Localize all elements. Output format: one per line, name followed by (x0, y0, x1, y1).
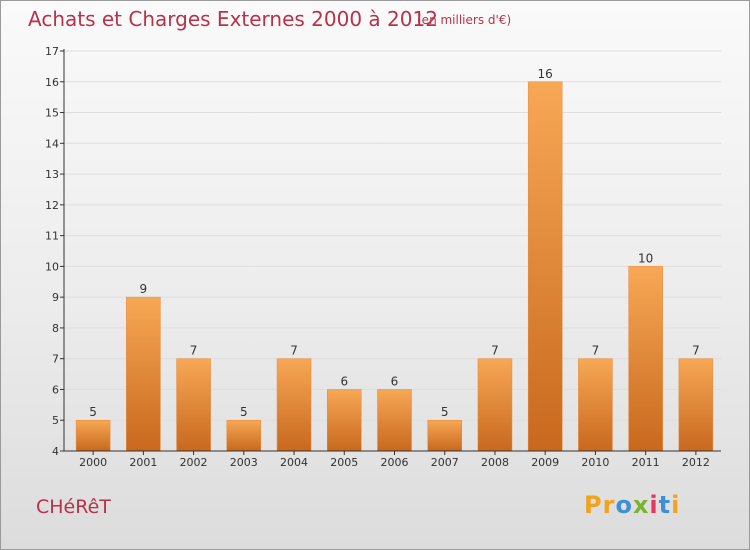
bar-value-label: 7 (290, 344, 298, 358)
y-tick-label: 7 (52, 353, 59, 366)
bar-value-label: 5 (240, 405, 248, 419)
y-tick-label: 8 (52, 322, 59, 335)
x-tick-label: 2001 (129, 456, 157, 469)
place-name: CHéRêT (36, 496, 111, 518)
bar (578, 358, 613, 452)
bar-value-label: 6 (340, 374, 348, 388)
brand-letter: x (632, 491, 650, 519)
x-tick-label: 2003 (230, 456, 258, 469)
bar (628, 266, 663, 452)
bar (377, 389, 412, 452)
x-tick-label: 2005 (330, 456, 358, 469)
bar-value-label: 7 (592, 344, 600, 358)
bar-value-label: 16 (538, 67, 553, 81)
brand-logo[interactable]: Proxiti (584, 491, 680, 519)
chart-title: Achats et Charges Externes 2000 à 2012 (28, 7, 438, 31)
x-tick-label: 2012 (682, 456, 710, 469)
y-tick-label: 13 (45, 168, 59, 181)
y-tick-label: 10 (45, 260, 59, 273)
y-tick-label: 5 (52, 414, 59, 427)
y-tick-label: 9 (52, 291, 59, 304)
y-tick-label: 14 (45, 137, 59, 150)
bar-value-label: 7 (692, 344, 700, 358)
brand-letter: i (671, 491, 681, 519)
bar-value-label: 7 (190, 344, 198, 358)
bar (276, 358, 312, 452)
bar (678, 358, 714, 452)
brand-letter: P (584, 491, 603, 519)
bar-value-label: 5 (89, 405, 97, 419)
brand-letter: o (615, 491, 633, 519)
bar-value-label: 7 (491, 344, 499, 358)
bar-value-label: 6 (391, 374, 399, 388)
brand-letter: i (649, 491, 659, 519)
bar (427, 419, 462, 452)
chart-unit: (en milliers d'€) (417, 13, 512, 27)
y-tick-label: 16 (45, 76, 59, 89)
axes: 4 5 6 7 8 9 10 11 12 13 14 15 16 17 2000 2001 2002 2003 20… (45, 45, 721, 469)
bar (527, 81, 563, 452)
y-tick-label: 6 (52, 383, 59, 396)
grid (64, 50, 721, 421)
x-tick-label: 2011 (632, 456, 660, 469)
x-tick-label: 2008 (481, 456, 509, 469)
bar (327, 389, 362, 452)
x-tick-label: 2004 (280, 456, 308, 469)
bar (477, 358, 513, 452)
brand-letter: r (602, 491, 616, 519)
y-tick-label: 17 (45, 45, 59, 58)
bar (126, 296, 161, 452)
x-tick-label: 2000 (79, 456, 107, 469)
bars: 5 9 7 5 7 6 6 5 7 16 7 10 7 (75, 67, 714, 452)
bar (176, 358, 211, 452)
y-tick-label: 15 (45, 107, 59, 120)
bar-value-label: 5 (441, 405, 449, 419)
y-tick-label: 4 (52, 445, 59, 458)
bar-value-label: 10 (638, 251, 653, 265)
x-tick-label: 2002 (180, 456, 208, 469)
bar-value-label: 9 (140, 282, 148, 296)
bar (75, 419, 111, 452)
y-tick-label: 11 (45, 230, 59, 243)
y-tick-label: 12 (45, 199, 59, 212)
bar (226, 419, 262, 452)
brand-letter: t (658, 491, 672, 519)
x-tick-label: 2006 (381, 456, 409, 469)
x-tick-label: 2009 (531, 456, 559, 469)
x-tick-label: 2007 (431, 456, 459, 469)
x-tick-label: 2010 (581, 456, 609, 469)
